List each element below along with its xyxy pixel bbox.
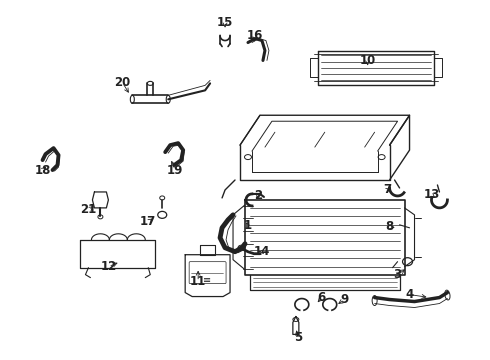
Text: 5: 5: [294, 331, 302, 344]
Text: 4: 4: [405, 288, 414, 301]
Text: 1: 1: [244, 219, 252, 232]
Text: 17: 17: [140, 215, 156, 228]
Text: 3: 3: [393, 268, 402, 281]
Text: 20: 20: [114, 76, 130, 89]
Text: 21: 21: [80, 203, 97, 216]
FancyBboxPatch shape: [189, 262, 226, 284]
Text: 9: 9: [341, 293, 349, 306]
Text: 13: 13: [423, 188, 440, 202]
Text: 19: 19: [167, 163, 183, 176]
Text: 15: 15: [217, 16, 233, 29]
Text: 7: 7: [384, 184, 392, 197]
Text: 18: 18: [34, 163, 51, 176]
Text: 11: 11: [190, 275, 206, 288]
Text: 2: 2: [254, 189, 262, 202]
Text: 10: 10: [360, 54, 376, 67]
Text: 12: 12: [100, 260, 117, 273]
Text: 6: 6: [318, 291, 326, 304]
Text: ≡: ≡: [203, 275, 211, 285]
Text: 16: 16: [247, 29, 263, 42]
Text: 14: 14: [254, 245, 270, 258]
Text: 8: 8: [386, 220, 393, 233]
